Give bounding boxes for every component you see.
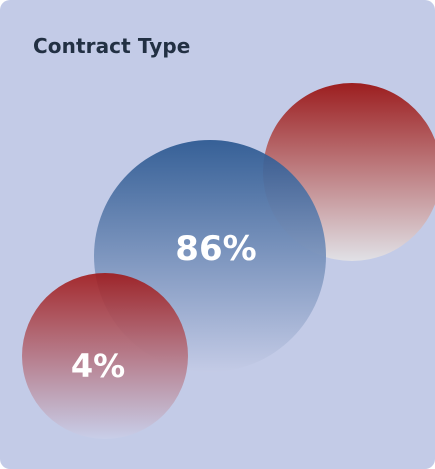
bubble-4 — [22, 273, 188, 439]
label-4: 4% — [71, 347, 125, 385]
chart-title: Contract Type — [33, 34, 191, 58]
label-86: 86% — [175, 229, 256, 269]
